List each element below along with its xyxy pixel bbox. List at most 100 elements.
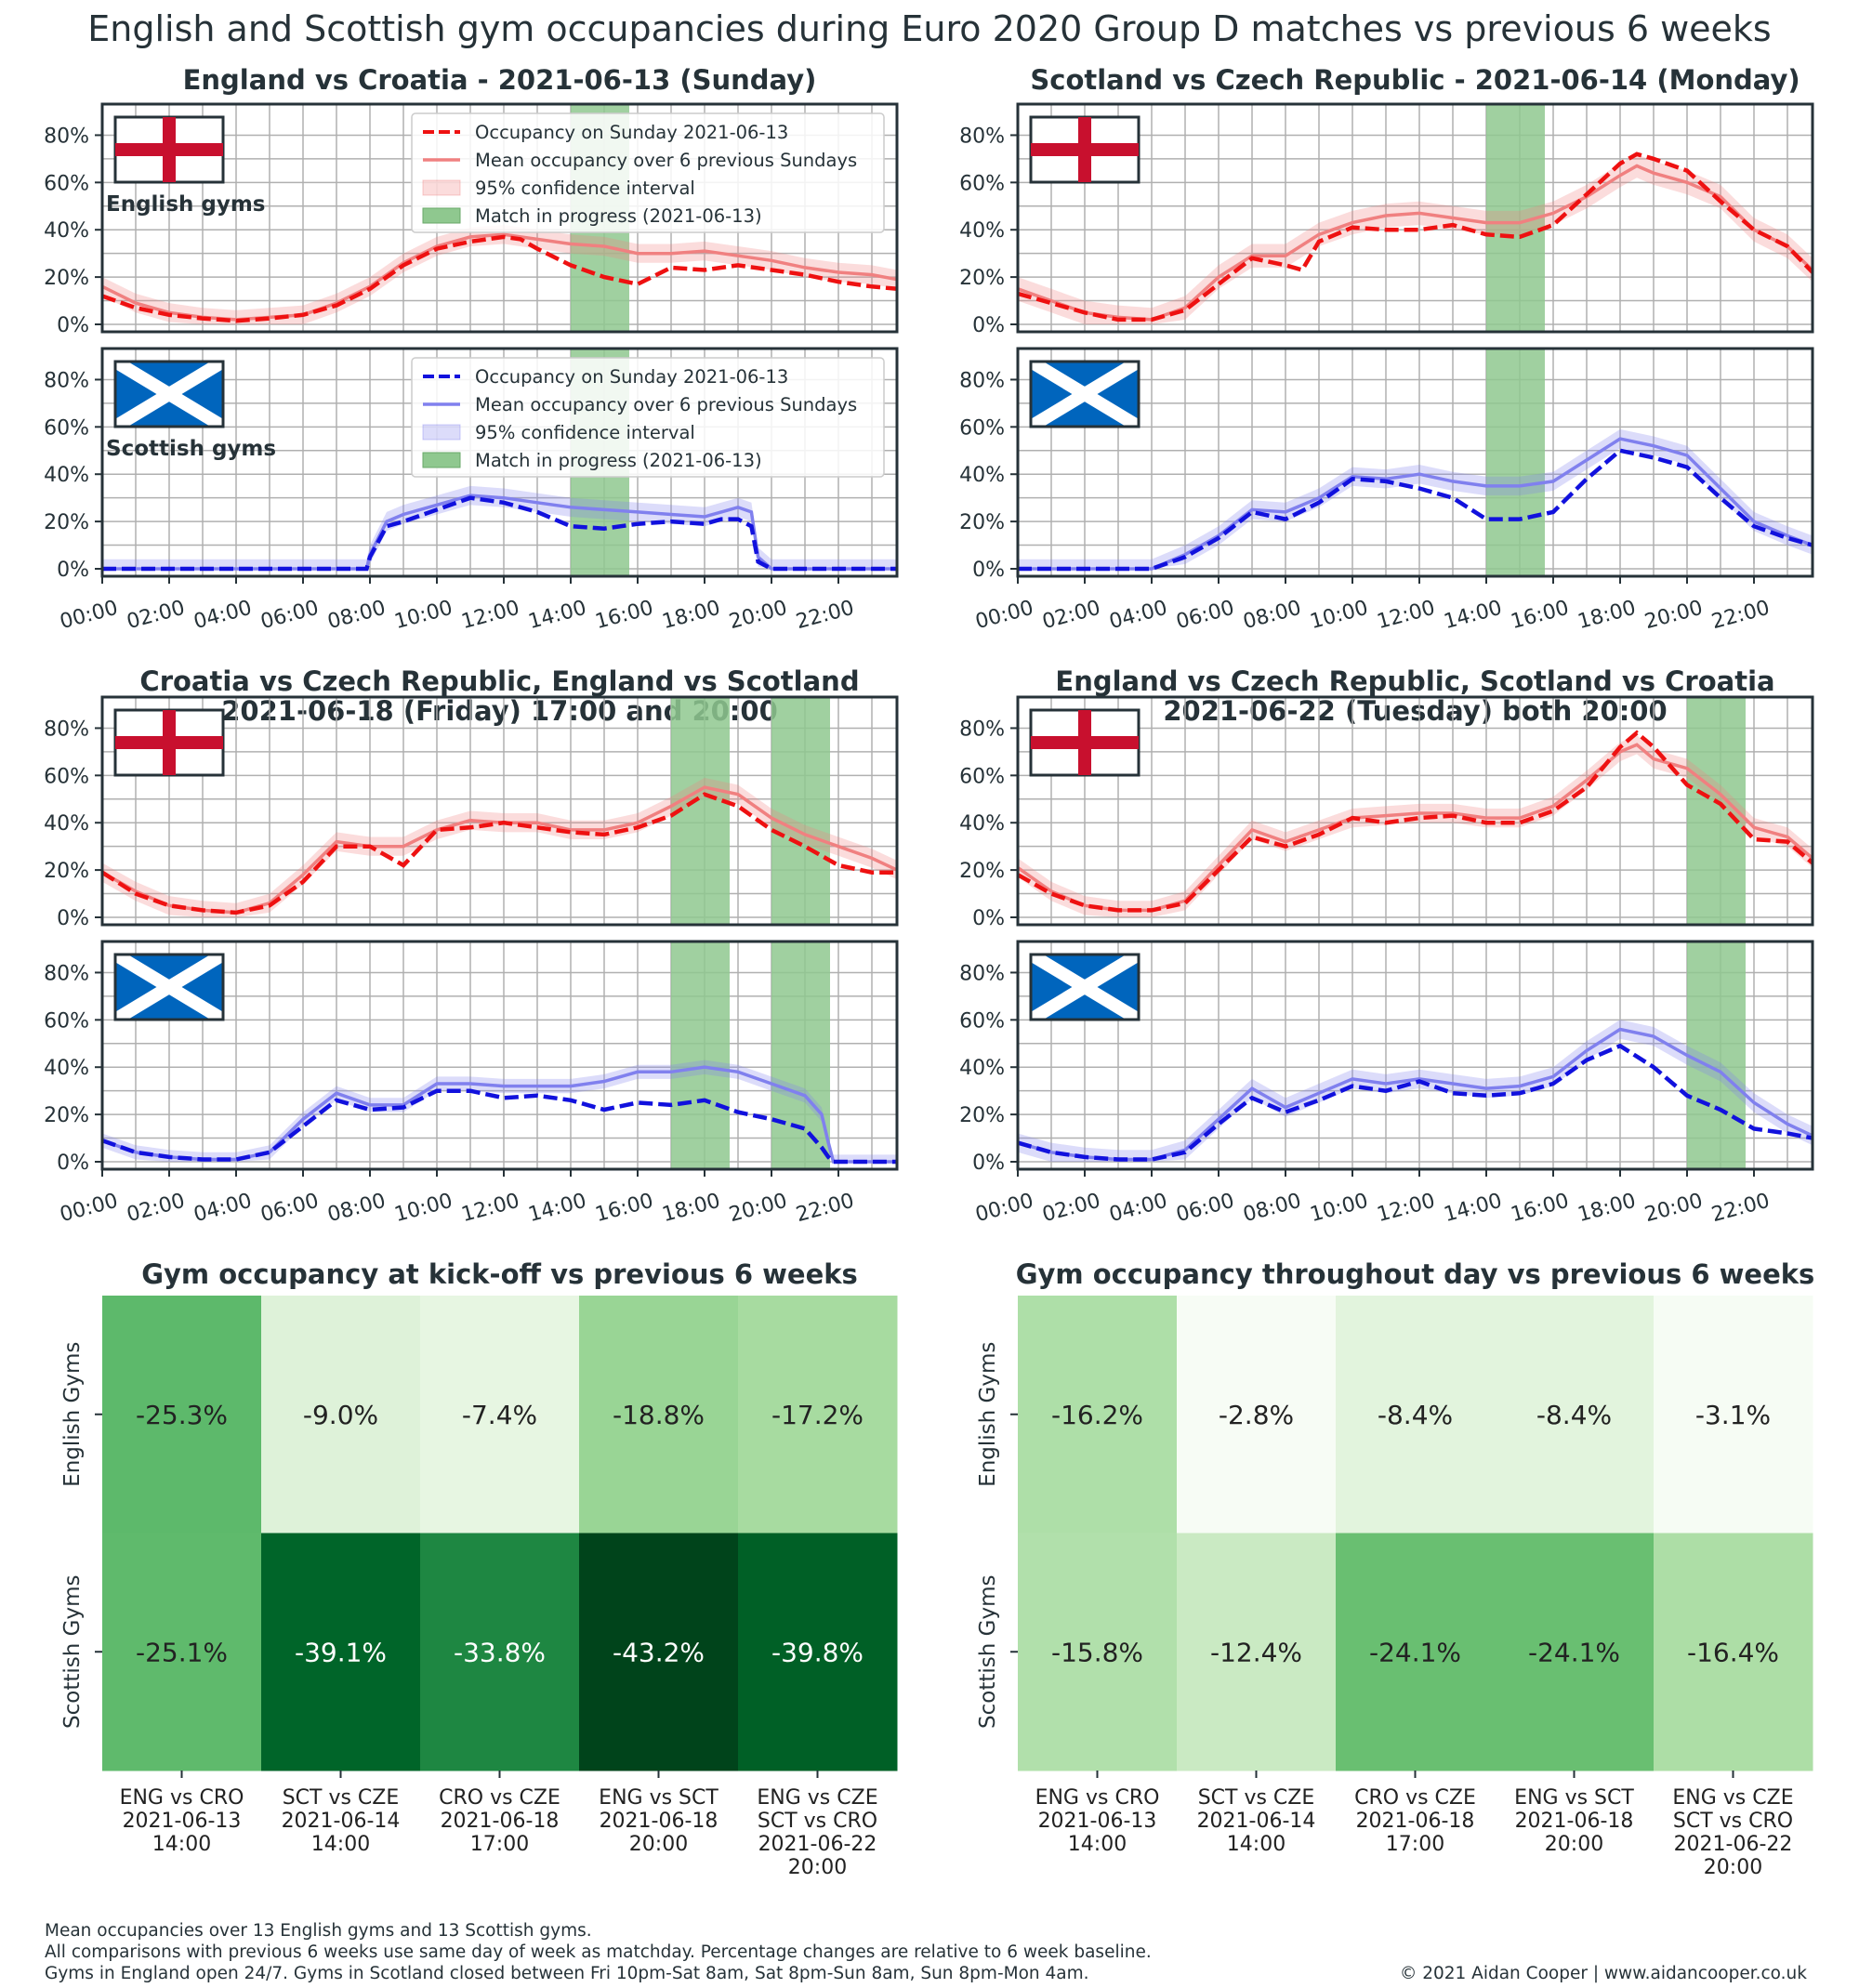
y-tick-label: 80% (44, 962, 89, 985)
x-tick-label: 20:00 (727, 597, 790, 635)
heatmap-cell-label: -25.3% (136, 1400, 228, 1430)
y-tick-label: 20% (44, 267, 89, 290)
footer: Mean occupancies over 13 English gyms an… (45, 1921, 1807, 1983)
panel-england: 0% 20% 40% 60% 80% (44, 695, 899, 930)
scotland-flag-saltire-diagonal-2 (112, 949, 227, 1025)
x-tick-label: 18:00 (660, 1190, 723, 1228)
y-tick-label: 60% (44, 416, 89, 440)
legend-swatch-match (422, 207, 461, 224)
y-tick-label: 40% (959, 219, 1005, 243)
confidence-band (102, 225, 897, 324)
column-label: SCT vs CRO (1673, 1810, 1793, 1833)
x-tick-label: 00:00 (973, 1190, 1036, 1228)
row-label: Scottish Gyms (976, 1575, 1000, 1729)
column-label: 17:00 (470, 1833, 529, 1856)
x-tick-label: 20:00 (1642, 597, 1706, 635)
x-tick-label: 14:00 (1442, 597, 1505, 635)
x-tick-label: 00:00 (973, 597, 1036, 635)
column-label: 20:00 (1704, 1856, 1762, 1879)
column-label: 20:00 (629, 1833, 688, 1856)
x-tick-label: 20:00 (1642, 1190, 1706, 1228)
matchday-occupancy-line (1017, 151, 1814, 323)
scotland-flag (1027, 949, 1142, 1025)
line-chart-2: Scotland vs Czech Republic - 2021-06-14 … (959, 64, 1814, 635)
x-tick-label: 16:00 (593, 597, 656, 635)
row-label: English Gyms (60, 1342, 85, 1487)
y-tick-label: 60% (959, 765, 1005, 788)
heatmap-cell (1654, 1296, 1813, 1534)
x-tick-label: 12:00 (1375, 1190, 1438, 1228)
y-tick-label: 0% (972, 559, 1005, 582)
y-tick-label: 20% (959, 860, 1005, 883)
heatmap-cell (1177, 1533, 1337, 1771)
england-flag-horizontal-bar (1031, 143, 1139, 156)
matchday-occupancy-line (101, 234, 898, 323)
heatmap-cell-label: -16.4% (1687, 1637, 1779, 1667)
x-tick-label: 04:00 (1107, 1190, 1170, 1228)
column-label: CRO vs CZE (1354, 1786, 1476, 1810)
scotland-flag (112, 949, 227, 1025)
column-label: 2021-06-13 (123, 1810, 242, 1833)
x-tick-label: 00:00 (58, 597, 121, 635)
confidence-band (1018, 1020, 1813, 1162)
panel-england: 0% 20% 40% 60% 80% Occupancy on Sunday 2021-0… (44, 102, 899, 337)
england-flag-horizontal-bar (115, 736, 223, 749)
panel-scotland: 0%20%40%60%80%00:00 02:00 04:00 06:00 08:00 1… (44, 940, 899, 1228)
legend-label: Occupancy on Sunday 2021-06-13 (475, 366, 788, 388)
matchday-occupancy-line (1018, 448, 1813, 572)
scotland-flag-border (113, 360, 225, 428)
england-flag-horizontal-bar (1031, 736, 1139, 749)
x-tick-label: 10:00 (1308, 597, 1371, 635)
legend-frame (411, 357, 885, 478)
x-tick-label: 18:00 (1576, 597, 1639, 635)
x-tick-label: 22:00 (1709, 1190, 1773, 1228)
column-label: ENG vs CZE (1672, 1786, 1793, 1810)
heatmap-cell-label: -39.1% (295, 1637, 387, 1667)
match-window (1486, 349, 1545, 576)
line-chart-3: Croatia vs Czech Republic, England vs Sc… (44, 665, 899, 1228)
legend-swatch-match (422, 452, 461, 468)
england-flag (113, 115, 225, 184)
heatmap-cell (261, 1533, 421, 1771)
heatmap-cell-label: -8.4% (1536, 1400, 1612, 1430)
column-label: 20:00 (788, 1856, 847, 1879)
panel-frame (1016, 347, 1814, 578)
panel-frame (1016, 102, 1814, 334)
y-tick-label: 20% (959, 267, 1005, 290)
y-tick-label: 80% (959, 718, 1005, 741)
scotland-flag-border (1029, 360, 1140, 428)
scotland-flag-border (113, 953, 225, 1021)
england-flag (113, 708, 225, 777)
x-tick-label: 10:00 (1308, 1190, 1371, 1228)
column-label: ENG vs CRO (1035, 1786, 1160, 1810)
x-tick-label: 04:00 (191, 597, 255, 635)
column-label: 14:00 (152, 1833, 211, 1856)
footer-credit: © 2021 Aidan Cooper | www.aidancooper.co… (1400, 1964, 1807, 1983)
heatmap-cell (738, 1533, 898, 1771)
panel-england: 0% 20% 40% 60% 80% (959, 695, 1814, 930)
scotland-flag (112, 356, 227, 432)
y-tick-label: 60% (959, 172, 1005, 195)
y-tick-label: 40% (44, 1057, 89, 1080)
x-tick-label: 04:00 (1107, 597, 1170, 635)
x-tick-label: 10:00 (392, 1190, 455, 1228)
panel-scotland: 0%20%40%60%80%00:00 02:00 04:00 06:00 08:00 1… (44, 347, 899, 635)
column-label: 2021-06-13 (1038, 1810, 1157, 1833)
y-tick-label: 40% (44, 464, 89, 487)
column-label: SCT vs CRO (758, 1810, 877, 1833)
match-window (771, 941, 830, 1169)
panel-scotland: 0%20%40%60%80%00:00 02:00 04:00 06:00 08:00 1… (959, 347, 1814, 635)
england-flag (1029, 115, 1140, 184)
column-label: 2021-06-14 (1197, 1810, 1316, 1833)
heatmap-cell-label: -3.1% (1695, 1400, 1771, 1430)
x-tick-label: 06:00 (258, 1190, 322, 1228)
column-label: ENG vs SCT (1514, 1786, 1634, 1810)
heatmap-cell (579, 1533, 739, 1771)
heatmap-title: Gym occupancy at kick-off vs previous 6 … (141, 1258, 858, 1290)
y-tick-label: 0% (972, 907, 1005, 930)
legend-label: Match in progress (2021-06-13) (475, 205, 762, 227)
x-tick-label: 16:00 (1509, 1190, 1572, 1228)
y-tick-label: 40% (959, 812, 1005, 836)
line-chart-4: England vs Czech Republic, Scotland vs C… (959, 665, 1814, 1228)
